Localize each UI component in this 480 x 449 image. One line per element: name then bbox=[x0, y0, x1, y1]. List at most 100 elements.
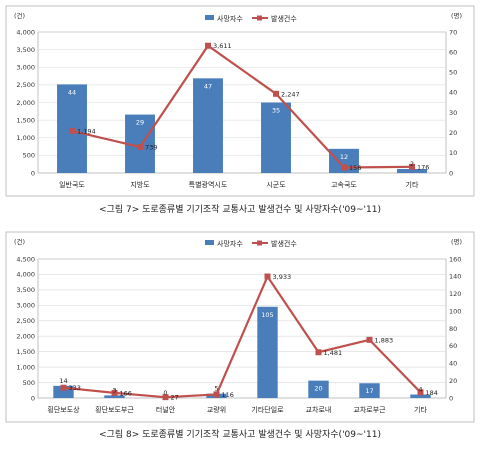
chart-2-bar-7 bbox=[359, 383, 380, 398]
chart-2-bar-value-label: 4 bbox=[418, 386, 422, 394]
chart-1-bar-value-label: 2 bbox=[410, 160, 414, 168]
chart-1-line-value-label: 176 bbox=[417, 163, 429, 171]
chart-2-plot-area bbox=[37, 258, 447, 399]
chart-1-ticks: 0 500 1,000 1,500 2,000 2,500 3,000 3,500 4,000 0… bbox=[16, 28, 457, 177]
chart-1-left-tick-label: 3,500 bbox=[16, 46, 35, 54]
chart-2-legend-bar-label: 사망자수 bbox=[217, 239, 243, 248]
chart-2-bars bbox=[53, 306, 431, 398]
chart-2-legend-bar-swatch bbox=[205, 240, 214, 245]
chart-2-legend-line-label: 발생건수 bbox=[271, 239, 297, 248]
chart-1-right-tick-label: 40 bbox=[449, 89, 457, 97]
chart-1-left-tick-label: 1,000 bbox=[16, 134, 35, 142]
chart-1-line-marker-1 bbox=[69, 127, 75, 134]
chart-2-line-marker-4 bbox=[213, 391, 220, 398]
chart-2-left-tick-label: 2,000 bbox=[16, 333, 35, 341]
chart-1-left-tick-label: 3,000 bbox=[16, 64, 35, 72]
chart-1-right-unit: (명) bbox=[451, 11, 462, 20]
chart-1-line-value-label: 2,247 bbox=[281, 90, 300, 98]
chart-1-line-marker-4 bbox=[273, 90, 279, 97]
chart-2-line-value-label: 27 bbox=[171, 394, 179, 402]
chart-2-line-value-label: 184 bbox=[426, 389, 438, 397]
chart-1-caption: <그림 7> 도로종류별 기기조작 교통사고 발생건수 및 사망자수('09~'… bbox=[99, 203, 381, 215]
chart-2-bar-2 bbox=[104, 395, 125, 398]
chart-1-right-tick-label: 60 bbox=[449, 48, 457, 56]
chart-1-right-tick-label: 0 bbox=[449, 169, 453, 177]
chart-2-category-label: 교차로부근 bbox=[353, 405, 386, 414]
chart-2-category-label: 교차로내 bbox=[306, 405, 332, 414]
chart-2-left-tick-label: 4,500 bbox=[16, 255, 35, 263]
chart-2-line-marker-8 bbox=[417, 389, 424, 396]
chart-2-frame bbox=[5, 231, 475, 423]
chart-2-gridlines bbox=[37, 258, 447, 399]
chart-2-category-label: 터널안 bbox=[156, 405, 176, 414]
chart-2-category-label: 횡단보도부근 bbox=[95, 405, 134, 414]
chart-1-left-tick-label: 4,000 bbox=[16, 28, 35, 36]
chart-2-category-label: 기타 bbox=[414, 405, 427, 414]
chart-2-right-tick-label: 0 bbox=[449, 394, 453, 402]
chart-1-line-value-label: 156 bbox=[349, 164, 361, 172]
chart-2-right-tick-label: 20 bbox=[449, 377, 457, 385]
chart-1-bar-value-label: 35 bbox=[272, 107, 280, 115]
chart-2-legend-line-marker bbox=[257, 240, 262, 246]
chart-2-caption: <그림 8> 도로종류별 기기조작 교통사고 발생건수 및 사망자수('09~'… bbox=[99, 428, 381, 440]
chart-2-right-tick-label: 160 bbox=[449, 255, 461, 263]
chart-2-bar-value-label: 14 bbox=[59, 377, 67, 385]
chart-2-bar-value-label: 5 bbox=[214, 385, 218, 393]
chart-2-line bbox=[60, 273, 424, 401]
chart-1-line-value-label: 739 bbox=[145, 143, 157, 151]
chart-1-bar-6 bbox=[397, 168, 427, 173]
chart-1-line-value-label: 3,611 bbox=[213, 42, 232, 50]
chart-2-left-tick-label: 0 bbox=[31, 394, 35, 402]
chart-2-right-unit: (명) bbox=[451, 237, 462, 246]
chart-2-category-label: 기타단일로 bbox=[251, 405, 284, 414]
chart-2-bar-5 bbox=[257, 306, 278, 398]
chart-2-line-value-label: 166 bbox=[120, 389, 132, 397]
chart-2-bar-value-label: 20 bbox=[314, 385, 322, 393]
chart-2-category-label: 횡단보도상 bbox=[47, 405, 80, 414]
chart-1-left-tick-label: 2,500 bbox=[16, 81, 35, 89]
chart-2-line-value-label: 3,933 bbox=[273, 273, 292, 281]
chart-1-line-marker-3 bbox=[205, 42, 211, 49]
chart-1-category-label: 고속국도 bbox=[331, 181, 357, 189]
chart-1-bar-4 bbox=[261, 102, 291, 173]
chart-2-left-tick-label: 4,000 bbox=[16, 271, 35, 279]
chart-2-category-label: 교량위 bbox=[207, 406, 226, 414]
chart-2-line-marker-5 bbox=[264, 273, 271, 280]
chart-2-bar-6 bbox=[308, 380, 329, 398]
chart-1-category-label: 시군도 bbox=[266, 181, 286, 189]
chart-1-right-tick-label: 50 bbox=[449, 69, 457, 77]
chart-1-data-labels: 44 29 47 35 12 2 1,194 739 3,611 2,247 156 176 bbox=[68, 42, 430, 172]
chart-2-right-tick-label: 140 bbox=[449, 273, 461, 281]
chart-2-line-marker-1 bbox=[60, 384, 67, 391]
chart-2-line-marker-7 bbox=[366, 336, 373, 343]
chart-1-left-unit: (건) bbox=[14, 11, 25, 20]
chart-2-legend: 사망자수 발생건수 bbox=[205, 239, 297, 248]
chart-1-line-value-label: 1,194 bbox=[77, 127, 96, 135]
chart-2-right-tick-label: 80 bbox=[449, 325, 457, 333]
chart-2-line-marker-2 bbox=[111, 389, 118, 396]
chart-2-line-value-label: 333 bbox=[69, 384, 81, 392]
chart-1-categories: 일반국도 지방도 특별광역시도 시군도 고속국도 기타 bbox=[59, 180, 419, 189]
chart-1-category-label: 일반국도 bbox=[59, 180, 85, 189]
chart-2-left-tick-label: 1,000 bbox=[16, 363, 35, 371]
chart-1-category-label: 지방도 bbox=[130, 180, 150, 189]
chart-1-gridlines bbox=[37, 31, 447, 174]
chart-2-line-value-label: 1,883 bbox=[375, 336, 394, 344]
chart-2-left-tick-label: 3,500 bbox=[16, 286, 35, 294]
chart-2-line-value-label: 116 bbox=[222, 391, 234, 399]
chart-2-line-marker-3 bbox=[162, 394, 169, 401]
chart-2-right-tick-label: 100 bbox=[449, 307, 461, 315]
chart-1-right-tick-label: 30 bbox=[449, 109, 457, 117]
chart-1-line-marker-2 bbox=[137, 143, 143, 150]
chart-2-left-tick-label: 500 bbox=[23, 379, 35, 387]
chart-1-bar-value-label: 12 bbox=[340, 153, 348, 161]
chart-2-right-tick-label: 120 bbox=[449, 290, 461, 298]
chart-2-ticks: 05001,0001,5002,0002,5003,0003,5004,0004… bbox=[16, 255, 461, 402]
chart-2-line-marker-6 bbox=[315, 349, 322, 356]
chart-1-left-tick-label: 1,500 bbox=[16, 116, 35, 124]
chart-2-line-value-label: 1,481 bbox=[324, 349, 343, 357]
chart-1-left-tick-label: 0 bbox=[31, 169, 35, 177]
chart-2-right-tick-label: 40 bbox=[449, 360, 457, 368]
chart-1-legend-bar-swatch bbox=[205, 15, 214, 20]
